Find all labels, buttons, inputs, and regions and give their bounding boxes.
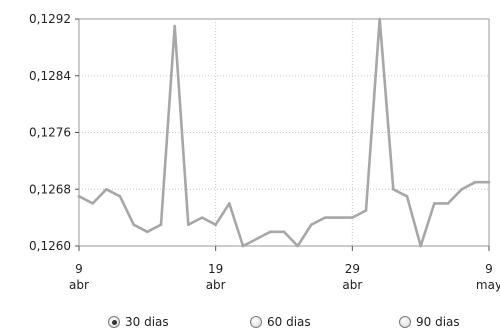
y-tick-label: 0,1268: [29, 182, 71, 196]
range-option-90-days[interactable]: 90 dias: [399, 312, 460, 332]
x-tick-label-day: 29: [345, 262, 360, 276]
data-point: [474, 180, 477, 184]
data-point: [364, 209, 368, 212]
data-point: [241, 244, 245, 248]
data-point: [282, 230, 286, 234]
data-point: [269, 230, 272, 234]
data-point: [214, 223, 217, 227]
data-point: [77, 195, 81, 198]
x-tick-label-day: 9: [75, 262, 83, 276]
data-point: [146, 230, 149, 234]
data-point: [460, 187, 463, 191]
radio-unselected-icon: [250, 316, 262, 328]
radio-unselected-icon: [399, 316, 411, 328]
line-chart: 0,1260 0,1268 0,1276 0,1284 0,1292 9 abr 19 abr 2…: [29, 12, 500, 292]
range-selector: 30 dias 60 dias 90 dias: [0, 312, 500, 332]
y-tick-label: 0,1284: [29, 69, 71, 83]
y-tick-label: 0,1292: [29, 12, 71, 26]
range-option-60-days[interactable]: 60 dias: [250, 312, 311, 332]
data-point: [487, 180, 491, 184]
data-point: [132, 223, 135, 227]
data-point: [200, 216, 204, 219]
data-point: [228, 202, 231, 205]
data-point: [419, 244, 422, 248]
data-point: [296, 244, 299, 248]
data-point: [159, 223, 163, 227]
range-option-label: 60 dias: [267, 315, 311, 329]
data-point: [187, 223, 190, 227]
data-point: [337, 216, 340, 219]
data-point: [310, 223, 313, 227]
radio-selected-icon: [108, 316, 120, 328]
x-tick-label-day: 19: [208, 262, 223, 276]
data-point: [255, 237, 258, 241]
data-point: [433, 202, 436, 205]
x-tick-label-day: 9: [485, 262, 493, 276]
data-point: [323, 216, 327, 219]
data-point: [173, 24, 176, 28]
x-tick-label-month: may: [476, 278, 500, 292]
y-tick-label: 0,1276: [29, 126, 71, 140]
data-point: [405, 195, 409, 198]
range-option-30-days[interactable]: 30 dias: [108, 312, 169, 332]
data-point: [351, 216, 354, 219]
data-point: [392, 187, 395, 191]
data-point: [105, 187, 108, 191]
data-point: [446, 202, 450, 205]
y-tick-label: 0,1260: [29, 239, 71, 253]
data-point: [378, 17, 381, 21]
data-point: [91, 202, 94, 205]
range-option-label: 30 dias: [125, 315, 169, 329]
x-tick-label-month: abr: [69, 278, 89, 292]
x-tick-label-month: abr: [342, 278, 362, 292]
data-point: [118, 195, 122, 198]
range-option-label: 90 dias: [416, 315, 460, 329]
x-tick-label-month: abr: [206, 278, 226, 292]
